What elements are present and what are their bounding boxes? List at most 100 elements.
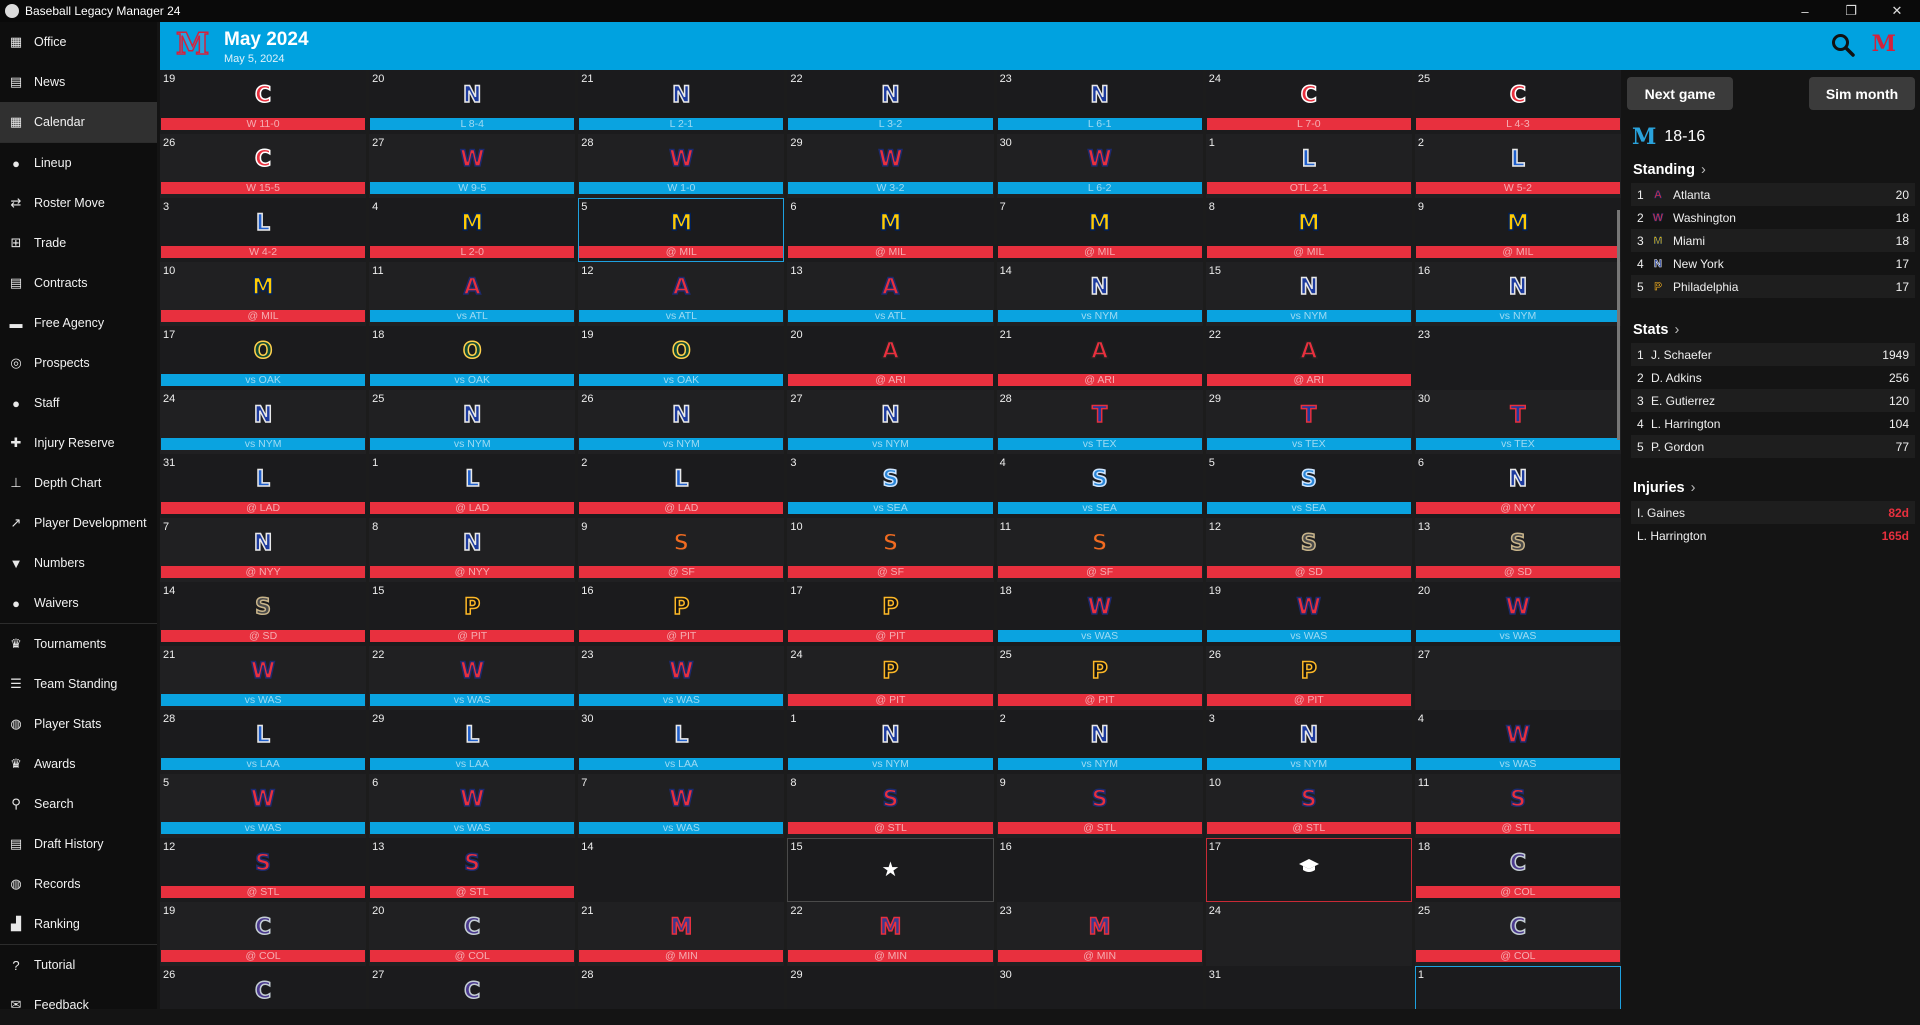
- sidebar-item-depth-chart[interactable]: ⊥ Depth Chart: [0, 463, 157, 503]
- calendar-day[interactable]: 5 M @ MIL: [578, 198, 785, 262]
- calendar-day[interactable]: 12 S @ STL: [160, 838, 367, 902]
- calendar-day[interactable]: 23 N L 6-1: [996, 70, 1203, 134]
- calendar-day[interactable]: 26 P @ PIT: [1205, 646, 1412, 710]
- calendar-day[interactable]: 6 N @ NYY: [1414, 454, 1621, 518]
- calendar-day[interactable]: 27 W W 9-5: [369, 134, 576, 198]
- sidebar-item-records[interactable]: ◍ Records: [0, 864, 157, 904]
- calendar-day[interactable]: 8 S @ STL: [787, 774, 994, 838]
- calendar-day[interactable]: 7 N @ NYY: [160, 518, 367, 582]
- standing-link[interactable]: Standing ›: [1633, 162, 1706, 178]
- list-item[interactable]: 3 M Miami 18: [1631, 229, 1915, 252]
- sidebar-item-tutorial[interactable]: ? Tutorial: [0, 945, 157, 985]
- calendar-day[interactable]: 22 A @ ARI: [1205, 326, 1412, 390]
- sidebar-item-calendar[interactable]: ▦ Calendar: [0, 102, 157, 142]
- calendar-day[interactable]: 24 P @ PIT: [787, 646, 994, 710]
- calendar-day[interactable]: 3 L W 4-2: [160, 198, 367, 262]
- calendar-day[interactable]: 27: [1414, 646, 1621, 710]
- calendar-day[interactable]: 30 W L 6-2: [996, 134, 1203, 198]
- sidebar-item-player-stats[interactable]: ◍ Player Stats: [0, 704, 157, 744]
- calendar-day[interactable]: 19 C @ COL: [160, 902, 367, 966]
- calendar-day[interactable]: 8 N @ NYY: [369, 518, 576, 582]
- calendar-day[interactable]: 10 S @ STL: [1205, 774, 1412, 838]
- sidebar-item-contracts[interactable]: ▤ Contracts: [0, 263, 157, 303]
- calendar-day[interactable]: 1 L @ LAD: [369, 454, 576, 518]
- minimize-button[interactable]: –: [1801, 3, 1809, 19]
- calendar-day[interactable]: 12 S @ SD: [1205, 518, 1412, 582]
- sidebar-item-news[interactable]: ▤ News: [0, 62, 157, 102]
- calendar-day[interactable]: 9 S @ STL: [996, 774, 1203, 838]
- calendar-day[interactable]: 10 S @ SF: [787, 518, 994, 582]
- sidebar-item-trade[interactable]: ⊞ Trade: [0, 223, 157, 263]
- calendar-day[interactable]: 15 ★: [787, 838, 994, 902]
- calendar-day[interactable]: 25 C L 4-3: [1414, 70, 1621, 134]
- calendar-day[interactable]: 11 S @ SF: [996, 518, 1203, 582]
- list-item[interactable]: 2 D. Adkins 256: [1631, 366, 1915, 389]
- calendar-day[interactable]: 4 M L 2-0: [369, 198, 576, 262]
- list-item[interactable]: I. Gaines 82d: [1631, 501, 1915, 524]
- sidebar-item-office[interactable]: ▦ Office: [0, 22, 157, 62]
- list-item[interactable]: 3 E. Gutierrez 120: [1631, 389, 1915, 412]
- sidebar-item-search[interactable]: ⚲ Search: [0, 784, 157, 824]
- calendar-day[interactable]: 8 M @ MIL: [1205, 198, 1412, 262]
- calendar-day[interactable]: 19 C W 11-0: [160, 70, 367, 134]
- calendar-day[interactable]: 14: [578, 838, 785, 902]
- calendar-day[interactable]: 9 S @ SF: [578, 518, 785, 582]
- calendar-day[interactable]: 27 C: [369, 966, 576, 1009]
- sidebar-item-team-standing[interactable]: ☰ Team Standing: [0, 664, 157, 704]
- calendar-day[interactable]: 24 C L 7-0: [1205, 70, 1412, 134]
- calendar-day[interactable]: 20 N L 8-4: [369, 70, 576, 134]
- list-item[interactable]: 1 J. Schaefer 1949: [1631, 343, 1915, 366]
- calendar-day[interactable]: 23 M @ MIN: [996, 902, 1203, 966]
- calendar-day[interactable]: 29: [787, 966, 994, 1009]
- list-item[interactable]: 4 N New York 17: [1631, 252, 1915, 275]
- calendar-day[interactable]: 1: [1414, 966, 1621, 1009]
- team-menu-button[interactable]: M: [1871, 31, 1896, 57]
- calendar-day[interactable]: 2 L W 5-2: [1414, 134, 1621, 198]
- calendar-day[interactable]: 23: [1414, 326, 1621, 390]
- calendar-day[interactable]: 22 N L 3-2: [787, 70, 994, 134]
- list-item[interactable]: 5 P. Gordon 77: [1631, 435, 1915, 458]
- stats-link[interactable]: Stats ›: [1633, 322, 1680, 338]
- calendar-day[interactable]: 20 A @ ARI: [787, 326, 994, 390]
- calendar-day[interactable]: 17: [1205, 838, 1412, 902]
- calendar-day[interactable]: 16: [996, 838, 1203, 902]
- calendar-day[interactable]: 21 N L 2-1: [578, 70, 785, 134]
- sidebar-item-feedback[interactable]: ✉ Feedback: [0, 985, 157, 1025]
- calendar-day[interactable]: 22 M @ MIN: [787, 902, 994, 966]
- list-item[interactable]: 1 A Atlanta 20: [1631, 183, 1915, 206]
- search-icon[interactable]: [1830, 32, 1856, 58]
- calendar-day[interactable]: 17 P @ PIT: [787, 582, 994, 646]
- sidebar-item-roster-move[interactable]: ⇄ Roster Move: [0, 183, 157, 223]
- calendar-day[interactable]: 9 M @ MIL: [1414, 198, 1621, 262]
- sidebar-item-lineup[interactable]: ● Lineup: [0, 143, 157, 183]
- calendar-day[interactable]: 1 L OTL 2-1: [1205, 134, 1412, 198]
- maximize-button[interactable]: ❐: [1845, 3, 1857, 18]
- calendar-day[interactable]: 7 M @ MIL: [996, 198, 1203, 262]
- calendar-day[interactable]: 13 S @ STL: [369, 838, 576, 902]
- calendar-day[interactable]: 18 C @ COL: [1414, 838, 1621, 902]
- sidebar-item-awards[interactable]: ♛ Awards: [0, 744, 157, 784]
- sidebar-item-free-agency[interactable]: ▬ Free Agency: [0, 303, 157, 343]
- list-item[interactable]: 4 L. Harrington 104: [1631, 412, 1915, 435]
- calendar-day[interactable]: 6 M @ MIL: [787, 198, 994, 262]
- sim-month-button[interactable]: Sim month: [1809, 77, 1915, 110]
- calendar-day[interactable]: 13 S @ SD: [1414, 518, 1621, 582]
